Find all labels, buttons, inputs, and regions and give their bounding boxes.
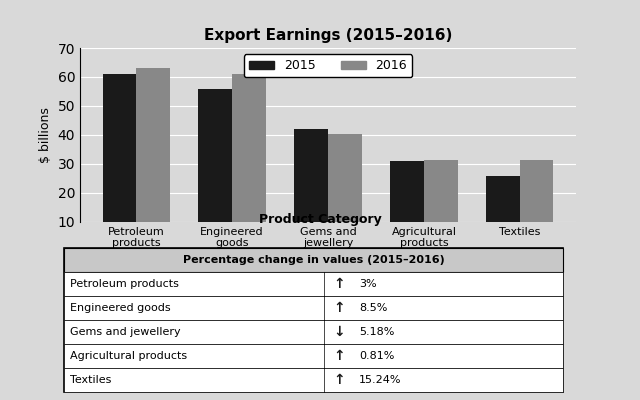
Bar — [232, 74, 266, 251]
Bar — [102, 74, 136, 251]
Text: ↓: ↓ — [333, 325, 345, 339]
Text: 3%: 3% — [359, 279, 376, 289]
Text: ↑: ↑ — [333, 301, 345, 315]
Text: Gems and jewellery: Gems and jewellery — [70, 327, 181, 337]
Text: Petroleum products: Petroleum products — [70, 279, 179, 289]
Text: Product Category: Product Category — [259, 213, 381, 226]
Text: 0.81%: 0.81% — [359, 351, 394, 361]
Text: ↑: ↑ — [333, 349, 345, 363]
Bar — [424, 160, 458, 251]
Bar — [198, 88, 232, 251]
Text: ↑: ↑ — [333, 277, 345, 291]
Bar — [136, 68, 170, 251]
Text: 5.18%: 5.18% — [359, 327, 394, 337]
Legend: 2015, 2016: 2015, 2016 — [244, 54, 412, 77]
Text: 15.24%: 15.24% — [359, 375, 401, 385]
Bar — [328, 134, 362, 251]
Text: ↑: ↑ — [333, 373, 345, 387]
Text: 8.5%: 8.5% — [359, 303, 387, 313]
Title: Export Earnings (2015–2016): Export Earnings (2015–2016) — [204, 28, 452, 43]
Bar — [520, 160, 554, 251]
Text: Percentage change in values (2015–2016): Percentage change in values (2015–2016) — [183, 255, 444, 265]
Y-axis label: $ billions: $ billions — [39, 107, 52, 163]
Bar — [294, 129, 328, 251]
Text: Engineered goods: Engineered goods — [70, 303, 171, 313]
Text: Agricultural products: Agricultural products — [70, 351, 188, 361]
Bar — [486, 176, 520, 251]
Bar — [390, 161, 424, 251]
Text: Textiles: Textiles — [70, 375, 112, 385]
